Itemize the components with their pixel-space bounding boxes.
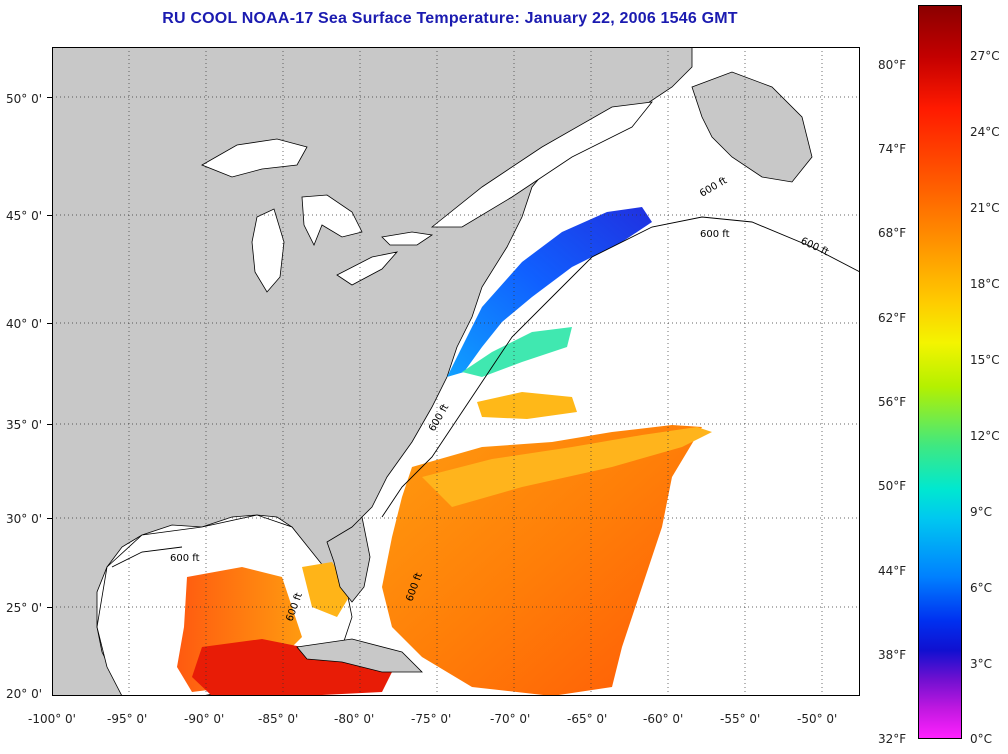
colorbar-c-label: 21°C: [970, 201, 1000, 215]
lon-label-55: -55° 0': [720, 712, 761, 726]
sst-map: 600 ft 600 ft 600 ft 600 ft 600 ft 600 f…: [52, 47, 860, 696]
colorbar-c-label: 27°C: [970, 49, 1000, 63]
lon-label-60: -60° 0': [643, 712, 684, 726]
lat-label-20: 20° 0': [6, 687, 43, 701]
depth-contour-600ft: [111, 216, 860, 568]
colorbar-f-label: 44°F: [878, 564, 907, 578]
sst-gulf-warm: [192, 639, 392, 696]
colorbar-c-label: 18°C: [970, 277, 1000, 291]
colorbar-c-label: 0°C: [970, 732, 993, 746]
land-maritimes: [691, 71, 813, 183]
colorbar-c-label: 15°C: [970, 353, 1000, 367]
lon-label-50: -50° 0': [797, 712, 838, 726]
map-title: RU COOL NOAA-17 Sea Surface Temperature:…: [162, 10, 738, 27]
land-florida: [326, 516, 371, 603]
colorbar-f-label: 80°F: [878, 58, 907, 72]
map-frame: [52, 47, 860, 696]
depth-label: 600 ft: [170, 553, 200, 564]
sst-gulf-stream: [422, 427, 712, 507]
lat-label-50: 50° 0': [6, 92, 43, 106]
colorbar-f-label: 56°F: [878, 395, 907, 409]
lon-label-95: -95° 0': [107, 712, 148, 726]
lon-label-85: -85° 0': [258, 712, 299, 726]
lon-label-80: -80° 0': [334, 712, 375, 726]
temperature-colorbar: [918, 5, 962, 739]
colorbar-f-label: 74°F: [878, 142, 907, 156]
colorbar-c-label: 9°C: [970, 505, 993, 519]
depth-label: 600 ft: [700, 229, 730, 240]
colorbar-c-label: 6°C: [970, 581, 993, 595]
colorbar-c-label: 12°C: [970, 429, 1000, 443]
lat-label-25: 25° 0': [6, 601, 43, 615]
lon-label-75: -75° 0': [411, 712, 452, 726]
lake-huron: [301, 194, 363, 246]
colorbar-f-label: 32°F: [878, 732, 907, 746]
lake-michigan: [251, 208, 285, 293]
lon-label-70: -70° 0': [490, 712, 531, 726]
lon-label-65: -65° 0': [567, 712, 608, 726]
lake-erie: [336, 251, 399, 286]
sst-mid-patch: [477, 392, 577, 419]
colorbar-f-label: 50°F: [878, 479, 907, 493]
colorbar-c-label: 24°C: [970, 125, 1000, 139]
lake-ontario: [381, 231, 434, 246]
land-cuba: [296, 638, 423, 673]
lake-superior: [201, 138, 308, 178]
colorbar-f-label: 62°F: [878, 311, 907, 325]
colorbar-f-label: 38°F: [878, 648, 907, 662]
lat-label-30: 30° 0': [6, 512, 43, 526]
colorbar-c-label: 3°C: [970, 657, 993, 671]
lat-label-35: 35° 0': [6, 418, 43, 432]
lat-label-40: 40° 0': [6, 317, 43, 331]
lon-label-100: -100° 0': [28, 712, 76, 726]
sst-cold-northeast: [447, 207, 652, 377]
lat-label-45: 45° 0': [6, 209, 43, 223]
grid-lines: [52, 47, 860, 696]
st-lawrence: [430, 101, 653, 228]
sst-cold-shelf: [462, 327, 572, 377]
lon-label-90: -90° 0': [184, 712, 225, 726]
colorbar-f-label: 68°F: [878, 226, 907, 240]
